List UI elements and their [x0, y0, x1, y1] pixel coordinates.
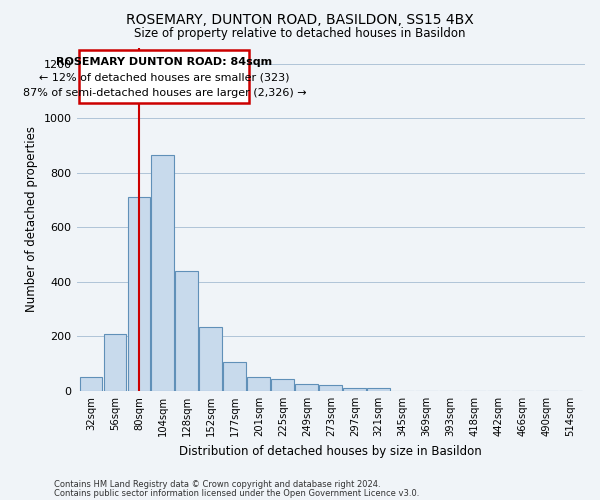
Text: ← 12% of detached houses are smaller (323): ← 12% of detached houses are smaller (32… — [39, 73, 290, 83]
Bar — [271, 380, 294, 391]
Bar — [247, 378, 270, 391]
Bar — [128, 198, 150, 391]
Bar — [343, 388, 366, 391]
FancyBboxPatch shape — [79, 50, 249, 104]
Text: ROSEMARY, DUNTON ROAD, BASILDON, SS15 4BX: ROSEMARY, DUNTON ROAD, BASILDON, SS15 4B… — [126, 12, 474, 26]
Text: Contains HM Land Registry data © Crown copyright and database right 2024.: Contains HM Land Registry data © Crown c… — [54, 480, 380, 489]
Y-axis label: Number of detached properties: Number of detached properties — [25, 126, 38, 312]
Bar — [295, 384, 318, 391]
Text: ROSEMARY DUNTON ROAD: 84sqm: ROSEMARY DUNTON ROAD: 84sqm — [56, 57, 272, 67]
Bar — [104, 334, 127, 391]
Bar — [80, 378, 103, 391]
Bar — [223, 362, 246, 391]
Bar — [199, 327, 222, 391]
Bar — [175, 271, 198, 391]
Text: Size of property relative to detached houses in Basildon: Size of property relative to detached ho… — [134, 28, 466, 40]
Bar — [151, 155, 174, 391]
X-axis label: Distribution of detached houses by size in Basildon: Distribution of detached houses by size … — [179, 444, 482, 458]
Bar — [367, 388, 390, 391]
Bar — [319, 386, 342, 391]
Text: Contains public sector information licensed under the Open Government Licence v3: Contains public sector information licen… — [54, 488, 419, 498]
Text: 87% of semi-detached houses are larger (2,326) →: 87% of semi-detached houses are larger (… — [23, 88, 306, 98]
